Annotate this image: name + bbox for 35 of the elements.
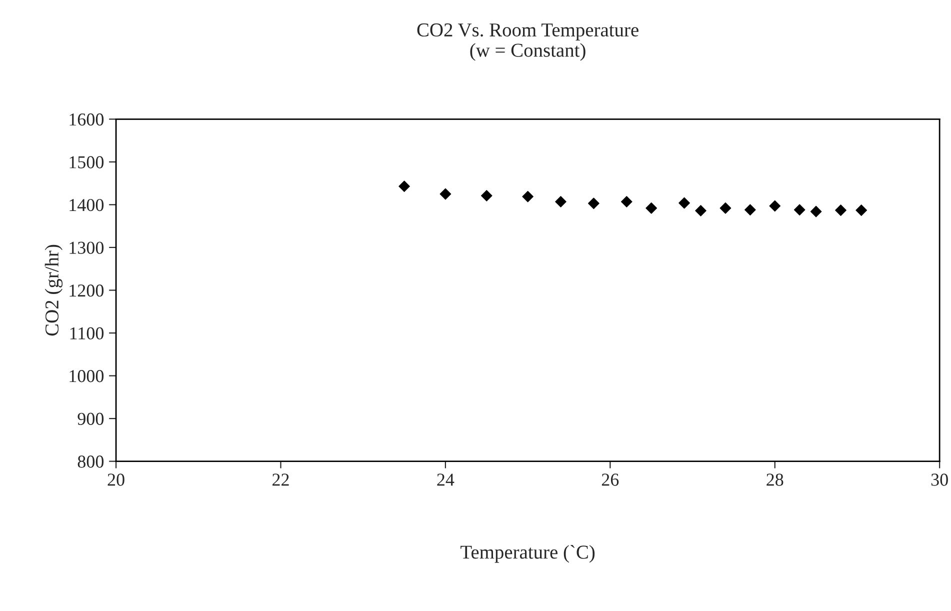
x-tick-label: 26 — [602, 474, 619, 486]
x-tick-label: 20 — [108, 474, 124, 486]
y-tick-label: 1300 — [70, 242, 104, 254]
point — [720, 202, 732, 214]
point — [646, 202, 658, 214]
point — [620, 196, 632, 208]
point — [769, 200, 781, 212]
y-tick-label: 1500 — [70, 156, 104, 168]
point — [835, 204, 846, 216]
point — [794, 204, 806, 216]
y-tick-label: 900 — [78, 412, 104, 425]
x-axis-title: Temperature (`C) — [460, 545, 595, 563]
x-tick-label: 22 — [272, 474, 289, 486]
y-axis-title: CO2 (gr/hr) — [44, 244, 63, 336]
y-tick-label: 1100 — [70, 327, 104, 340]
point — [440, 188, 452, 200]
point — [522, 190, 534, 202]
point — [810, 206, 822, 218]
y-tick-label: 800 — [78, 456, 104, 468]
x-tick-label: 24 — [437, 474, 454, 486]
point — [480, 190, 492, 202]
point — [588, 198, 600, 210]
point — [856, 204, 868, 216]
chart-title: CO2 Vs. Room Temperature (w = Constant) — [417, 23, 638, 61]
y-tick-label: 1600 — [70, 113, 104, 126]
point — [695, 204, 706, 216]
point — [744, 204, 756, 216]
y-tick-label: 1200 — [70, 284, 104, 297]
point — [555, 196, 566, 208]
y-tick-label: 1000 — [70, 370, 104, 382]
point — [678, 197, 690, 209]
point — [398, 180, 410, 192]
x-tick-label: 30 — [931, 474, 948, 486]
x-tick-label: 28 — [766, 474, 784, 486]
y-tick-label: 1400 — [70, 198, 104, 212]
